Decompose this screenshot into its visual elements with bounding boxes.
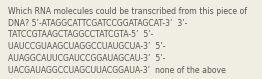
Text: DNA? 5’-ATAGGCATTCGATCCGGATAGCAT-3’  3’-: DNA? 5’-ATAGGCATTCGATCCGGATAGCAT-3’ 3’-	[8, 19, 187, 28]
Text: TATCCGTAAGCTAGGCCTATCGTA-5’  5’-: TATCCGTAAGCTAGGCCTATCGTA-5’ 5’-	[8, 30, 153, 40]
Text: UACGAUAGGCCUAGCUUACGGAUA-3’  none of the above: UACGAUAGGCCUAGCUUACGGAUA-3’ none of the …	[8, 66, 226, 75]
Text: UAUCCGUAAGCUAGGCCUAUGCUA-3’  5’-: UAUCCGUAAGCUAGGCCUAUGCUA-3’ 5’-	[8, 42, 165, 51]
Text: AUAGGCAUUCGAUCCGGAUAGCAU-3’  5’-: AUAGGCAUUCGAUCCGGAUAGCAU-3’ 5’-	[8, 54, 165, 63]
Text: Which RNA molecules could be transcribed from this piece of: Which RNA molecules could be transcribed…	[8, 7, 247, 16]
